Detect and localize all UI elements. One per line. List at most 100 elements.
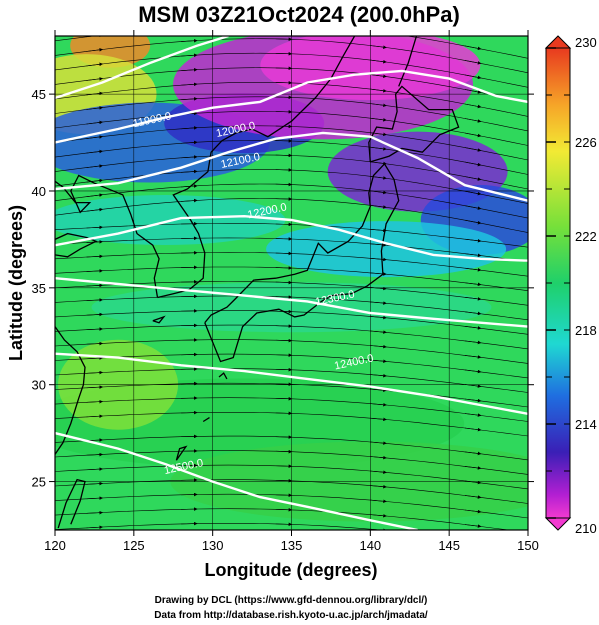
- streamline-arrow: [86, 106, 104, 110]
- streamline-arrow: [86, 207, 104, 212]
- credit-data: Data from http://database.rish.kyoto-u.a…: [154, 610, 428, 621]
- streamline-arrow: [370, 373, 387, 378]
- y-tick-label: 35: [32, 281, 46, 296]
- streamline-arrow: [275, 435, 293, 439]
- streamline-arrow: [181, 97, 198, 101]
- streamline-arrow: [86, 481, 104, 486]
- streamline-arrow: [464, 413, 482, 417]
- y-tick-label: 40: [32, 184, 46, 199]
- streamline-arrow: [86, 525, 104, 529]
- colorbar-tick-label: 226: [575, 135, 597, 150]
- y-tick-label: 25: [32, 475, 46, 490]
- streamline-arrow: [370, 31, 386, 33]
- streamline-arrow: [86, 164, 104, 168]
- streamline-arrow: [464, 398, 482, 403]
- streamline-arrow: [275, 237, 293, 241]
- streamline-arrow: [370, 301, 387, 305]
- streamline-arrow: [86, 120, 104, 125]
- streamline-arrow: [464, 176, 482, 181]
- x-tick-label: 120: [44, 538, 66, 553]
- streamline-arrow: [370, 417, 387, 422]
- contour-line: [55, 214, 528, 262]
- colorbar-ticks: 230 226 222 218 214 210: [546, 35, 597, 536]
- streamline-arrow: [464, 480, 482, 485]
- streamline-arrow: [464, 161, 482, 167]
- streamline-arrow: [370, 45, 387, 49]
- chart-title: MSM 03Z21Oct2024 (200.0hPa): [138, 2, 460, 27]
- streamline-arrow: [275, 324, 293, 328]
- coastline: [175, 445, 188, 461]
- streamline-arrow: [464, 60, 482, 65]
- streamline-arrow: [464, 495, 482, 499]
- geopotential-contours: [55, 36, 528, 530]
- streamline-arrow: [464, 253, 482, 258]
- streamline-arrow: [464, 311, 482, 316]
- streamline-arrow: [370, 103, 387, 108]
- axis-ticks: 120 125 130 135 140 145 150 25 30 35 40 45: [32, 30, 539, 553]
- streamline-arrow: [181, 38, 198, 43]
- coastline: [368, 85, 460, 163]
- contour-line: [55, 352, 528, 415]
- streamline-arrow: [275, 449, 293, 454]
- streamline-arrow: [86, 510, 104, 515]
- streamline-arrow: [86, 254, 104, 259]
- y-tick-label: 30: [32, 378, 46, 393]
- streamline-arrow: [86, 312, 104, 317]
- streamline-arrow: [86, 452, 104, 457]
- streamline-arrow: [464, 369, 482, 374]
- streamline-arrow: [464, 355, 482, 359]
- streamline-arrow: [86, 370, 104, 375]
- streamline-arrow: [86, 467, 104, 471]
- streamline-arrow: [275, 280, 293, 285]
- streamline-arrow: [86, 496, 104, 500]
- coastline: [218, 372, 228, 380]
- streamline-arrow: [464, 282, 482, 287]
- streamline-arrow: [275, 266, 293, 270]
- streamline-arrow: [275, 367, 293, 372]
- shading-patch: [266, 221, 507, 278]
- streamline-arrow: [464, 340, 482, 345]
- streamline-arrow: [86, 193, 104, 197]
- coastline: [202, 417, 210, 423]
- y-axis-label: Latitude (degrees): [6, 205, 26, 361]
- streamline-arrow: [275, 522, 293, 527]
- streamline-arrow: [370, 88, 387, 93]
- x-tick-label: 130: [202, 538, 224, 553]
- streamline-arrow: [275, 382, 293, 387]
- streamline-arrow: [370, 470, 387, 474]
- streamline-arrow: [275, 222, 293, 227]
- streamline-arrow: [464, 190, 482, 196]
- streamline-arrow: [370, 499, 387, 504]
- x-tick-label: 145: [438, 538, 460, 553]
- x-tick-label: 140: [359, 538, 381, 553]
- streamline-arrow: [464, 74, 482, 80]
- streamline-arrow: [464, 466, 482, 470]
- lat-lon-grid: [55, 36, 528, 530]
- streamline-arrow: [464, 219, 482, 225]
- streamline-arrow: [370, 59, 387, 64]
- coastline: [55, 232, 98, 258]
- colorbar-min-triangle: [544, 517, 572, 531]
- contour-line: [55, 69, 528, 144]
- x-tick-label: 125: [123, 538, 145, 553]
- streamline-arrow: [464, 103, 482, 109]
- coastlines: [55, 36, 460, 529]
- streamline-arrow: [181, 198, 198, 203]
- colorbar-tick-label: 222: [575, 229, 597, 244]
- y-tick-label: 45: [32, 87, 46, 102]
- streamline-arrow: [275, 464, 293, 468]
- streamline-arrow: [275, 338, 293, 343]
- streamline-arrow: [464, 267, 482, 272]
- x-tick-label: 135: [281, 538, 303, 553]
- streamline-arrow: [464, 132, 482, 138]
- coastline: [152, 315, 166, 324]
- credit-drawing: Drawing by DCL (https://www.gfd-dennou.o…: [155, 595, 428, 606]
- streamline-arrow: [86, 77, 104, 81]
- colorbar-tick-label: 210: [575, 521, 597, 536]
- streamline-arrow: [181, 140, 198, 145]
- streamline-arrow: [86, 298, 104, 302]
- streamline-arrow: [464, 427, 482, 432]
- streamline-arrow: [370, 402, 387, 407]
- streamline-arrow: [370, 455, 387, 460]
